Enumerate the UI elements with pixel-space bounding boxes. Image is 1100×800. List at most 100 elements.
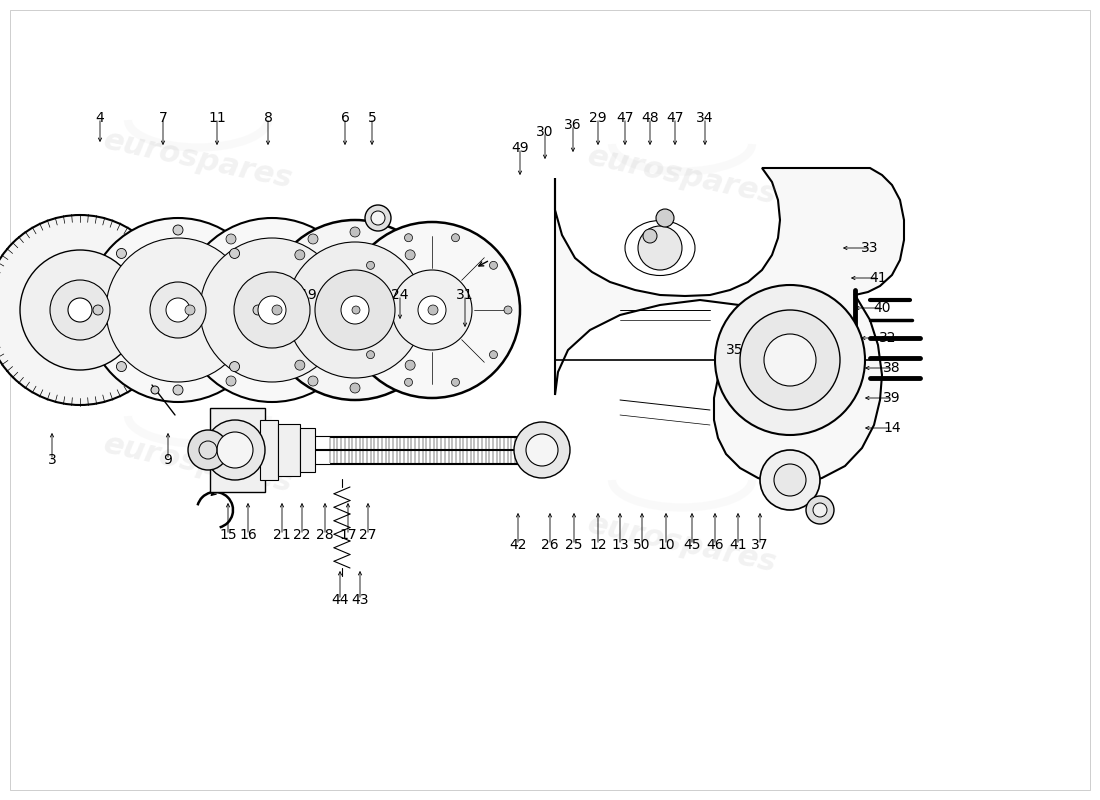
Bar: [147, 262, 161, 276]
Circle shape: [117, 249, 126, 258]
Text: 4: 4: [96, 111, 104, 125]
Text: 8: 8: [264, 111, 273, 125]
Text: 45: 45: [683, 538, 701, 552]
Circle shape: [258, 296, 286, 324]
Circle shape: [490, 262, 497, 270]
Text: 43: 43: [351, 593, 369, 607]
Circle shape: [86, 218, 270, 402]
Wedge shape: [122, 326, 162, 366]
Circle shape: [638, 226, 682, 270]
Text: 44: 44: [331, 593, 349, 607]
Wedge shape: [284, 338, 314, 369]
Wedge shape: [107, 313, 138, 334]
Wedge shape: [55, 252, 77, 283]
Circle shape: [173, 385, 183, 395]
Text: 12: 12: [590, 538, 607, 552]
Text: 31: 31: [456, 288, 474, 302]
Circle shape: [205, 420, 265, 480]
Circle shape: [150, 282, 206, 338]
Bar: [300, 428, 315, 472]
Text: 10: 10: [657, 538, 674, 552]
Text: 41: 41: [869, 271, 887, 285]
Circle shape: [764, 334, 816, 386]
Text: 16: 16: [239, 528, 257, 542]
Wedge shape: [166, 338, 190, 378]
Bar: [147, 344, 161, 358]
Circle shape: [295, 360, 305, 370]
Text: 41: 41: [729, 538, 747, 552]
Circle shape: [514, 422, 570, 478]
Circle shape: [341, 296, 368, 324]
Circle shape: [366, 262, 374, 270]
Wedge shape: [97, 262, 128, 293]
Circle shape: [226, 376, 236, 386]
Circle shape: [774, 464, 806, 496]
Wedge shape: [122, 254, 162, 294]
Circle shape: [315, 270, 395, 350]
Circle shape: [106, 238, 250, 382]
Wedge shape: [22, 286, 53, 307]
Text: 48: 48: [641, 111, 659, 125]
Circle shape: [504, 306, 512, 314]
Text: 6: 6: [341, 111, 350, 125]
Bar: [196, 262, 209, 276]
Wedge shape: [309, 297, 334, 323]
Circle shape: [392, 270, 472, 350]
Text: 27: 27: [360, 528, 376, 542]
Bar: [260, 420, 278, 480]
Wedge shape: [194, 254, 233, 294]
Text: 18: 18: [339, 288, 356, 302]
Circle shape: [813, 503, 827, 517]
Circle shape: [418, 296, 446, 324]
Circle shape: [760, 450, 820, 510]
Bar: [196, 344, 209, 358]
Text: 1: 1: [280, 453, 289, 467]
Circle shape: [405, 360, 415, 370]
Text: 5: 5: [367, 111, 376, 125]
Polygon shape: [556, 168, 904, 484]
Text: 23: 23: [366, 288, 384, 302]
Circle shape: [20, 250, 140, 370]
Circle shape: [234, 272, 310, 348]
Text: 42: 42: [509, 538, 527, 552]
Bar: [278, 424, 300, 476]
Text: 28: 28: [316, 528, 333, 542]
Text: 21: 21: [273, 528, 290, 542]
Circle shape: [185, 305, 195, 315]
Text: 49: 49: [512, 141, 529, 155]
Text: 30: 30: [537, 125, 553, 139]
Circle shape: [188, 430, 228, 470]
Circle shape: [50, 280, 110, 340]
Text: 15: 15: [219, 528, 236, 542]
Text: 20: 20: [319, 288, 337, 302]
Circle shape: [151, 386, 160, 394]
Text: 35: 35: [726, 343, 744, 357]
Circle shape: [344, 222, 520, 398]
Wedge shape: [194, 326, 233, 366]
Circle shape: [173, 225, 183, 235]
Circle shape: [352, 306, 360, 314]
Circle shape: [349, 305, 359, 315]
Text: 3: 3: [47, 453, 56, 467]
Circle shape: [180, 218, 364, 402]
Text: 50: 50: [634, 538, 651, 552]
Wedge shape: [210, 297, 234, 323]
Circle shape: [0, 215, 175, 405]
Circle shape: [365, 205, 390, 231]
Text: 34: 34: [696, 111, 714, 125]
Text: 24: 24: [392, 288, 409, 302]
Circle shape: [253, 305, 263, 315]
Circle shape: [350, 383, 360, 393]
Circle shape: [405, 378, 412, 386]
Text: 11: 11: [208, 111, 226, 125]
Circle shape: [226, 234, 236, 244]
Text: 19: 19: [299, 288, 317, 302]
Circle shape: [806, 496, 834, 524]
Wedge shape: [33, 327, 63, 358]
Text: eurospares: eurospares: [101, 430, 295, 498]
Circle shape: [405, 250, 415, 260]
Wedge shape: [82, 337, 104, 368]
Circle shape: [230, 362, 240, 371]
Wedge shape: [110, 298, 151, 322]
Circle shape: [350, 227, 360, 237]
